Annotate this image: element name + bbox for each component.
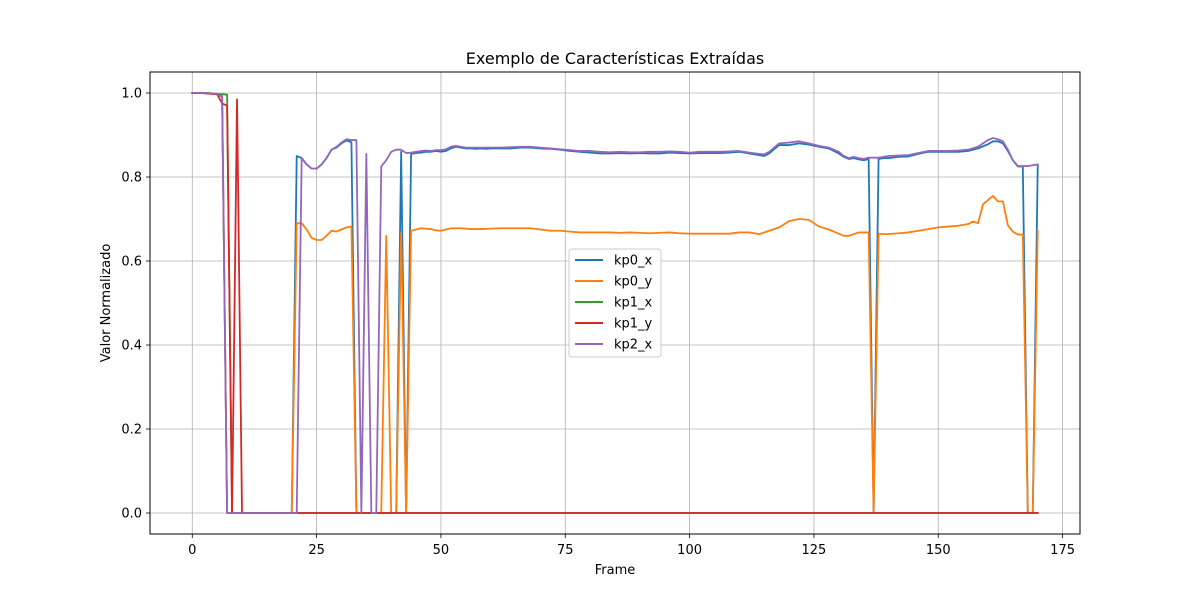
axis-ticks: 0 25 50 75 100 125 150 175 0.0 0.2 0.4 0.6 0.8 1.0: [121, 87, 1075, 559]
series-lines: [191, 92, 1039, 514]
series-line-kp0-y: [191, 92, 1039, 514]
series-line-kp2-x: [191, 92, 1039, 514]
y-tick-label: 0.0: [121, 507, 142, 522]
y-tick-label: 0.6: [121, 255, 142, 270]
legend-label-kp1-x: kp1_x: [614, 296, 653, 311]
x-tick-label: 25: [308, 543, 325, 558]
y-tick-label: 0.2: [121, 423, 142, 438]
chart-title: Exemplo de Características Extraídas: [466, 49, 764, 68]
legend: kp0_x kp0_y kp1_x kp1_y kp2_x: [568, 248, 662, 358]
legend-label-kp1-y: kp1_y: [614, 317, 653, 332]
x-tick-label: 150: [926, 543, 951, 558]
y-tick-label: 1.0: [121, 87, 142, 102]
x-tick-label: 0: [188, 543, 196, 558]
x-tick-label: 75: [557, 543, 574, 558]
plot-frame: [149, 71, 1081, 535]
x-tick-label: 50: [433, 543, 450, 558]
x-axis-label: Frame: [595, 563, 636, 578]
legend-label-kp0-x: kp0_x: [614, 254, 653, 269]
legend-box: [568, 248, 662, 358]
x-tick-label: 125: [802, 543, 827, 558]
legend-label-kp2-x: kp2_x: [614, 338, 653, 353]
x-tick-label: 100: [677, 543, 702, 558]
legend-label-kp0-y: kp0_y: [614, 275, 653, 290]
y-tick-label: 0.4: [121, 339, 142, 354]
x-tick-label: 175: [1050, 543, 1075, 558]
y-axis-label: Valor Normalizado: [99, 244, 114, 363]
y-tick-label: 0.8: [121, 171, 142, 186]
